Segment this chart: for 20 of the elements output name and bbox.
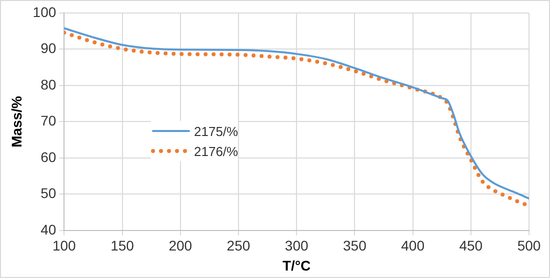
x-tick-label: 200	[168, 238, 192, 254]
y-tick-label: 60	[40, 148, 56, 165]
legend-label: 2176/%	[194, 144, 238, 158]
x-tick-label: 300	[284, 238, 308, 254]
y-tick-label: 100	[32, 4, 56, 20]
x-tick-label: 450	[459, 238, 483, 254]
x-tick-label: 250	[226, 238, 250, 254]
x-tick-label: 100	[52, 238, 76, 254]
x-axis-title: T/°C	[282, 257, 311, 274]
y-tick-label: 90	[40, 40, 56, 56]
x-tick-label: 150	[110, 238, 134, 254]
y-tick-label: 80	[40, 76, 56, 92]
y-tick-label: 50	[40, 185, 56, 202]
y-axis-title: Mass/%	[8, 95, 24, 148]
y-tick-label: 70	[40, 112, 56, 129]
x-tick-label: 400	[401, 238, 425, 254]
x-tick-label: 500	[517, 238, 541, 254]
legend-label: 2175/%	[194, 124, 238, 138]
x-tick-label: 350	[343, 238, 367, 254]
y-tick-label: 40	[40, 221, 56, 238]
